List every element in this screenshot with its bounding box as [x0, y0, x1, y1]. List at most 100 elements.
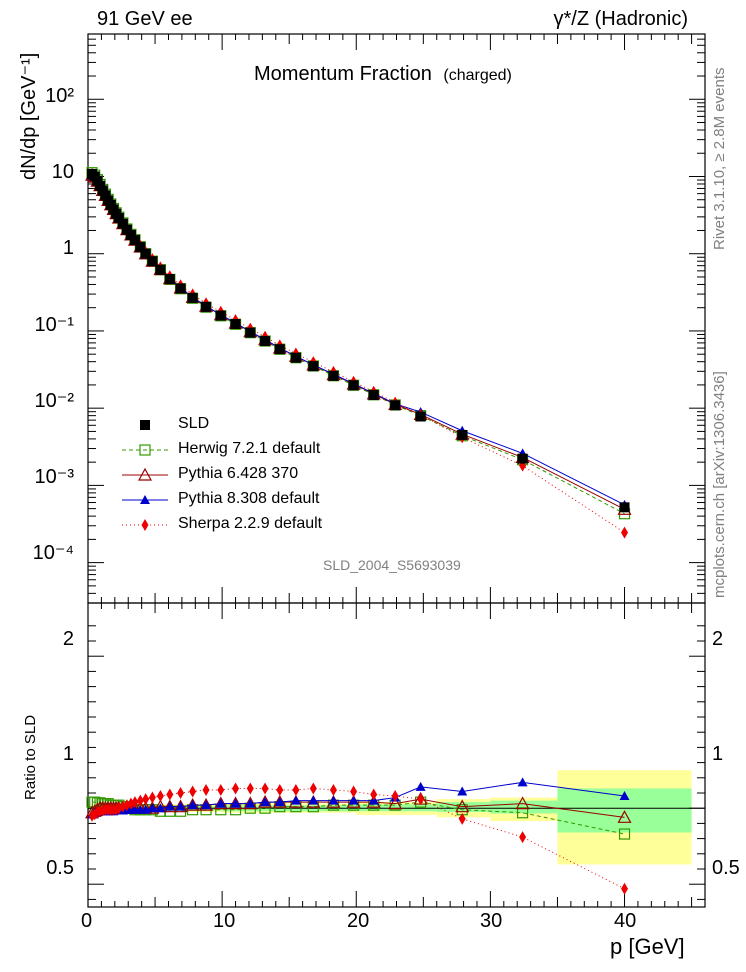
legend-label-herwig: Herwig 7.2.1 default	[178, 440, 321, 457]
ratio-point-sherpa-2-2-9-default	[276, 783, 284, 796]
header-right: γ*/Z (Hadronic)	[553, 8, 688, 30]
legend-label-sherpa: Sherpa 2.2.9 default	[178, 515, 323, 532]
data-point-sld	[348, 380, 359, 391]
legend-marker-sherpa-2-2-9-default	[141, 519, 149, 531]
ratio-point-sherpa-2-2-9-default	[177, 787, 185, 799]
ratio-ytick-label-right: 1	[712, 743, 724, 765]
ytick-label: 10⁻¹	[34, 314, 74, 336]
ratio-point-pythia-6-428-370	[617, 810, 632, 823]
ratio-line-sherpa-2-2-9-default	[91, 787, 625, 890]
xtick-label: 0	[81, 910, 93, 932]
data-point-sld	[201, 301, 212, 312]
header-left: 91 GeV ee	[97, 8, 193, 30]
data-point-sld	[100, 190, 111, 201]
xtick-label: 10	[213, 910, 236, 932]
mcplots-label: mcplots.cern.ch [arXiv:1306.3436]	[711, 371, 728, 598]
ratio-point-sherpa-2-2-9-default	[131, 796, 139, 809]
ratio-point-pythia-6-428-370	[388, 796, 403, 810]
data-point-sld	[390, 400, 401, 411]
ratio-point-sherpa-2-2-9-default	[329, 783, 337, 796]
ratio-point-pythia-8-308-default	[245, 798, 256, 808]
ytick-label: 10²	[45, 85, 74, 107]
ratio-ytick-label: 2	[62, 628, 74, 650]
data-point-sherpa-2-2-9-default	[621, 526, 629, 539]
data-point-sld	[121, 224, 132, 235]
ratio-point-pythia-8-308-default	[274, 797, 285, 807]
plot-title-main: Momentum Fraction	[254, 63, 432, 85]
ratio-point-pythia-8-308-default	[201, 800, 212, 810]
ratio-point-pythia-8-308-default	[164, 801, 175, 811]
data-point-sld	[274, 344, 285, 355]
data-point-sld	[135, 242, 146, 253]
data-point-sld	[164, 274, 175, 285]
data-point-sld	[175, 283, 186, 294]
ratio-point-pythia-8-308-default	[187, 800, 198, 810]
ratio-point-sherpa-2-2-9-default	[232, 782, 240, 795]
ratio-point-herwig-7-2-1-default	[516, 807, 529, 819]
ratio-point-sherpa-2-2-9-default	[621, 882, 629, 895]
ratio-point-pythia-8-308-default	[517, 777, 528, 787]
ratio-ytick-label: 0.5	[46, 857, 74, 879]
data-point-sld	[117, 218, 128, 229]
ratio-point-pythia-6-428-370	[515, 796, 530, 810]
legend-markers	[122, 420, 168, 531]
ratio-ytick-label-right: 2	[712, 628, 724, 650]
ytick-label: 10⁻⁴	[32, 542, 74, 564]
series-line-herwig-7-2-1-default	[91, 172, 625, 515]
data-point-sld	[147, 256, 158, 267]
data-point-sld	[113, 213, 124, 224]
ratio-point-pythia-6-428-370	[455, 799, 470, 813]
data-point-sld	[619, 502, 630, 513]
ratio-point-sherpa-2-2-9-default	[217, 783, 225, 796]
ratio-point-pythia-8-308-default	[619, 791, 630, 801]
data-point-sld	[187, 292, 198, 303]
ratio-point-sherpa-2-2-9-default	[166, 788, 174, 801]
series-line-pythia-6-428-370	[91, 174, 625, 510]
data-point-sld	[155, 264, 166, 275]
ratio-band-inner	[490, 800, 558, 814]
xtick-label: 20	[347, 910, 370, 932]
data-point-sld	[290, 352, 301, 363]
series-line-sherpa-2-2-9-default	[91, 175, 625, 533]
legend-marker-pythia-6-428-370	[137, 467, 153, 481]
ratio-uncertainty-bands	[88, 770, 705, 865]
ratio-point-pythia-8-308-default	[348, 795, 359, 805]
ratio-point-sherpa-2-2-9-default	[519, 831, 527, 844]
ratio-point-sherpa-2-2-9-default	[292, 783, 300, 796]
xtick-label: 30	[480, 910, 503, 932]
ratio-series	[85, 777, 632, 895]
ratio-ylabel: Ratio to SLD	[22, 714, 39, 800]
main-series	[85, 167, 632, 539]
ratio-point-pythia-8-308-default	[290, 795, 301, 805]
plot-title: Momentum Fraction (charged)	[254, 63, 512, 86]
data-point-sld	[215, 310, 226, 321]
rivet-version-label: Rivet 3.1.10, ≥ 2.8M events	[711, 67, 728, 251]
ratio-point-sherpa-2-2-9-default	[261, 782, 269, 795]
data-point-sld	[260, 336, 271, 347]
ratio-point-pythia-8-308-default	[457, 786, 468, 796]
data-point-sld	[517, 453, 528, 464]
data-point-sld	[368, 390, 379, 401]
ratio-point-sherpa-2-2-9-default	[189, 785, 197, 798]
ratio-point-sherpa-2-2-9-default	[370, 788, 378, 801]
ytick-label: 10	[51, 161, 74, 183]
ytick-label: 10⁻²	[34, 390, 74, 412]
ytick-label: 10⁻³	[34, 466, 74, 488]
ratio-point-sherpa-2-2-9-default	[458, 812, 466, 825]
ytick-label: 1	[62, 237, 74, 259]
ratio-point-pythia-8-308-default	[155, 803, 166, 813]
legend-marker-sld	[140, 420, 150, 430]
data-point-sld	[245, 327, 256, 338]
ratio-point-sherpa-2-2-9-default	[202, 783, 210, 796]
data-point-sld	[129, 235, 140, 246]
ratio-point-pythia-8-308-default	[147, 803, 158, 813]
legend-label-pythia8: Pythia 8.308 default	[178, 490, 320, 507]
ratio-point-pythia-8-308-default	[175, 801, 186, 811]
ratio-point-pythia-8-308-default	[215, 798, 226, 808]
ratio-point-sherpa-2-2-9-default	[391, 790, 399, 803]
ratio-point-sherpa-2-2-9-default	[309, 782, 317, 795]
xtick-label: 40	[614, 910, 637, 932]
ratio-point-sherpa-2-2-9-default	[417, 793, 425, 806]
legend-marker-herwig-7-2-1-default	[139, 444, 151, 456]
ratio-point-pythia-8-308-default	[308, 795, 319, 805]
